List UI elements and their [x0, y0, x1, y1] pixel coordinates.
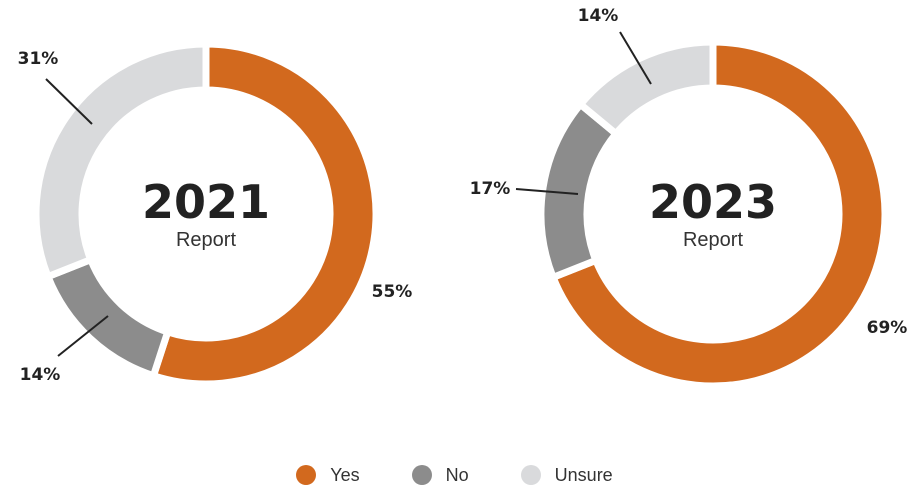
slice-no [541, 104, 616, 277]
slice-unsure [580, 42, 713, 134]
slice-label-yes: 55% [372, 282, 413, 302]
slice-label-no: 14% [20, 365, 61, 385]
legend-item-no: No [412, 465, 469, 486]
legend-label-unsure: Unsure [555, 465, 613, 486]
legend-item-yes: Yes [296, 465, 359, 486]
center-subtitle: Report [683, 229, 743, 251]
slice-label-unsure: 31% [18, 49, 59, 69]
slice-label-no: 17% [470, 179, 511, 199]
center-title: 2021 [142, 175, 270, 229]
legend-swatch-unsure [521, 465, 541, 485]
slice-label-unsure: 14% [578, 6, 619, 26]
legend-label-yes: Yes [330, 465, 359, 486]
slice-no [48, 260, 168, 376]
slice-label-yes: 69% [867, 318, 908, 338]
center-title: 2023 [649, 175, 777, 229]
legend: Yes No Unsure [0, 460, 909, 490]
legend-swatch-yes [296, 465, 316, 485]
legend-label-no: No [446, 465, 469, 486]
legend-swatch-no [412, 465, 432, 485]
center-subtitle: Report [176, 229, 236, 251]
legend-item-unsure: Unsure [521, 465, 613, 486]
